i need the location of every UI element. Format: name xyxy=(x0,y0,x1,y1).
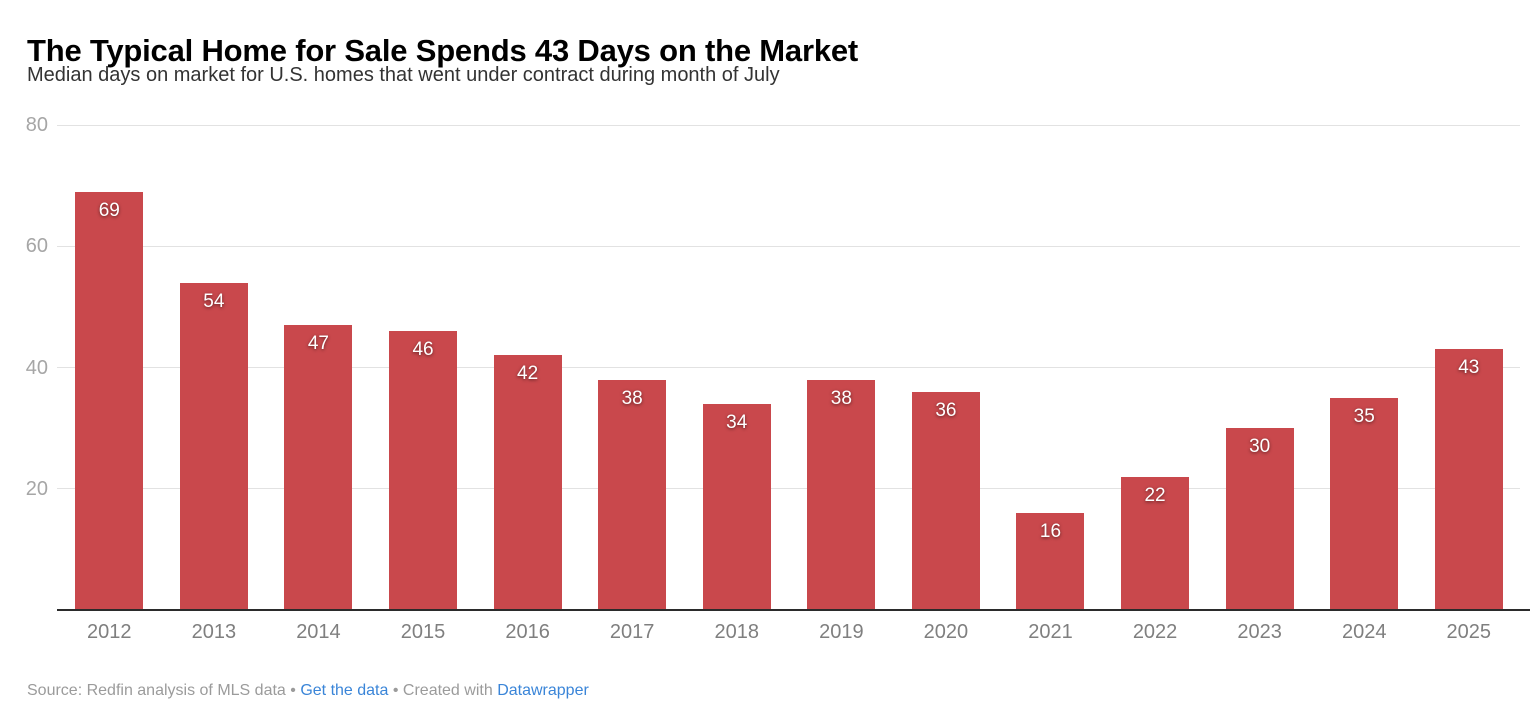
bar-2019[interactable]: 38 xyxy=(807,379,876,610)
gridline-60 xyxy=(57,245,1520,247)
bar-value-label-2013: 54 xyxy=(203,290,225,312)
created-with-text: Created with xyxy=(402,682,493,699)
x-tick-label-2016: 2016 xyxy=(505,621,550,643)
bar-2025[interactable]: 43 xyxy=(1434,349,1503,610)
x-tick-label-2022: 2022 xyxy=(1132,621,1178,643)
x-tick-label-2023: 2023 xyxy=(1237,621,1282,643)
gridline-40 xyxy=(57,367,1520,368)
bars-container: 69 54 47 46 42 38 34 38 36 16 22 30 35 43 xyxy=(57,125,1521,610)
x-tick-label-2024: 2024 xyxy=(1341,621,1387,643)
bar-2018[interactable]: 34 xyxy=(702,403,771,610)
x-axis-labels: 2012 2013 2014 2015 2016 2017 2018 2019 2020 2021… xyxy=(57,621,1521,644)
bar-value-label-2021: 16 xyxy=(1039,521,1062,542)
y-tick-label-40: 40 xyxy=(25,356,48,379)
x-tick-label-2018: 2018 xyxy=(714,621,760,643)
x-tick-label-2025: 2025 xyxy=(1446,621,1492,643)
gridline-20 xyxy=(57,488,1520,490)
source-text: Source: Redfin analysis of MLS data xyxy=(27,682,286,699)
bar-value-label-2022: 22 xyxy=(1144,484,1166,506)
gridline-80 xyxy=(57,124,1520,126)
bar-slot-2022: 22 xyxy=(1103,125,1208,610)
bar-slot-2024: 35 xyxy=(1312,125,1417,610)
bar-slot-2023: 30 xyxy=(1207,125,1312,610)
y-tick-label-20: 20 xyxy=(25,477,48,500)
bar-slot-2013: 54 xyxy=(162,125,267,610)
bar-slot-2019: 38 xyxy=(789,125,894,610)
bar-slot-2012: 69 xyxy=(57,125,162,610)
bar-2023[interactable]: 30 xyxy=(1225,428,1294,610)
bar-value-label-2024: 35 xyxy=(1353,405,1375,427)
bar-value-label-2014: 47 xyxy=(307,333,329,355)
bar-value-label-2018: 34 xyxy=(726,411,748,433)
bar-slot-2021: 16 xyxy=(998,125,1103,610)
x-axis-baseline xyxy=(57,609,1530,611)
bar-value-label-2025: 43 xyxy=(1458,357,1480,379)
bar-slot-2016: 42 xyxy=(475,125,580,610)
bar-2014[interactable]: 47 xyxy=(284,325,353,610)
chart-subtitle: Median days on market for U.S. homes tha… xyxy=(27,64,780,86)
bar-value-label-2012: 69 xyxy=(98,199,120,221)
bar-value-label-2017: 38 xyxy=(621,387,643,409)
bar-slot-2014: 47 xyxy=(266,125,371,610)
chart-footer: Source: Redfin analysis of MLS data • Ge… xyxy=(27,682,589,700)
footer-separator: • xyxy=(290,682,296,699)
bar-2022[interactable]: 22 xyxy=(1121,476,1190,610)
x-tick-label-2017: 2017 xyxy=(609,621,655,643)
bar-slot-2015: 46 xyxy=(371,125,476,610)
bar-2021[interactable]: 16 xyxy=(1016,513,1085,610)
bar-slot-2025: 43 xyxy=(1417,125,1522,610)
datawrapper-link[interactable]: Datawrapper xyxy=(497,682,589,699)
chart-title: The Typical Home for Sale Spends 43 Days… xyxy=(27,32,859,68)
bar-value-label-2019: 38 xyxy=(830,387,852,409)
bar-2012[interactable]: 69 xyxy=(75,191,144,610)
bar-2013[interactable]: 54 xyxy=(179,282,248,610)
bar-2015[interactable]: 46 xyxy=(389,331,458,610)
y-tick-label-80: 80 xyxy=(25,114,48,136)
y-tick-label-60: 60 xyxy=(25,235,48,258)
bar-2020[interactable]: 36 xyxy=(911,391,980,610)
x-tick-label-2012: 2012 xyxy=(87,621,132,643)
x-tick-label-2013: 2013 xyxy=(191,621,237,643)
bar-value-label-2020: 36 xyxy=(935,399,957,421)
bar-value-label-2016: 42 xyxy=(517,363,539,385)
footer-separator: • xyxy=(392,682,399,699)
bar-2024[interactable]: 35 xyxy=(1330,397,1399,610)
get-the-data-link[interactable]: Get the data xyxy=(300,682,389,699)
x-tick-label-2021: 2021 xyxy=(1028,621,1073,643)
bar-slot-2017: 38 xyxy=(580,125,685,610)
bar-value-label-2023: 30 xyxy=(1249,436,1271,458)
x-tick-label-2020: 2020 xyxy=(923,621,969,643)
bar-slot-2018: 34 xyxy=(684,125,789,610)
bar-slot-2020: 36 xyxy=(894,125,999,610)
x-tick-label-2019: 2019 xyxy=(819,621,864,643)
x-tick-label-2014: 2014 xyxy=(296,621,341,643)
x-tick-label-2015: 2015 xyxy=(400,621,446,643)
bar-2017[interactable]: 38 xyxy=(598,379,667,610)
bar-value-label-2015: 46 xyxy=(412,339,434,361)
bar-2016[interactable]: 42 xyxy=(493,355,562,610)
